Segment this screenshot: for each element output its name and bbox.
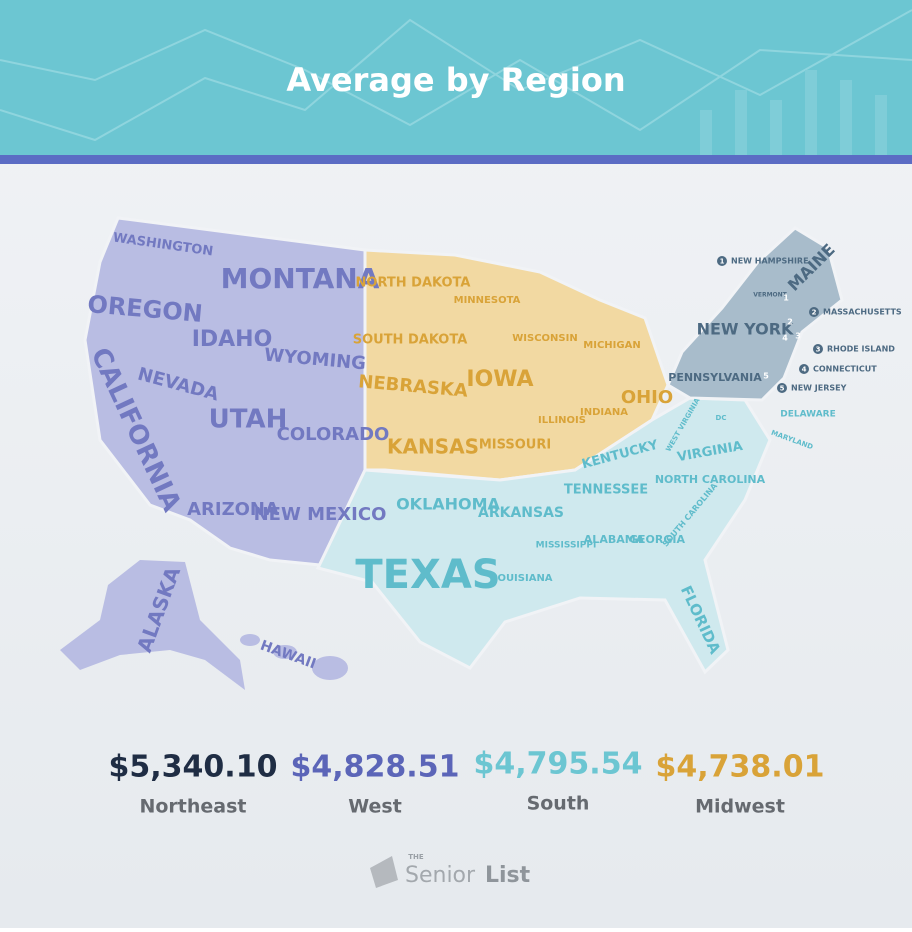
title: Average by Region <box>286 61 625 99</box>
state-label: LOUISIANA <box>491 573 552 584</box>
state-label: MISSISSIPPI <box>536 541 597 551</box>
state-label: NEW MEXICO <box>254 504 387 525</box>
legend-badge <box>813 344 823 354</box>
legend-badge <box>799 364 809 374</box>
legend-badge <box>717 256 727 266</box>
region-value: $4,738.01 <box>656 750 825 785</box>
state-label: KANSAS <box>387 435 479 459</box>
state-label: GEORGIA <box>629 533 685 546</box>
state-label: SOUTH DAKOTA <box>353 333 468 348</box>
state-label: ARKANSAS <box>478 505 564 521</box>
header-rule <box>0 155 912 164</box>
legend-name: MASSACHUSETTS <box>823 308 902 317</box>
state-label: IOWA <box>466 367 533 392</box>
state-label: MISSOURI <box>479 438 551 453</box>
state-label: VERMONT <box>753 292 787 299</box>
region-name: Midwest <box>695 796 785 818</box>
legend-number: 5 <box>780 385 785 393</box>
region-value: $5,340.10 <box>109 750 278 785</box>
state-label: MONTANA <box>221 262 380 295</box>
state-label: ARIZONA <box>187 499 279 520</box>
state-label: IDAHO <box>192 327 273 352</box>
region-name: Northeast <box>139 796 246 818</box>
legend-name: CONNECTICUT <box>813 365 877 374</box>
logo-small: THE <box>408 853 424 861</box>
alaska-shape <box>60 560 245 690</box>
state-label: TENNESSEE <box>564 483 648 498</box>
header-bars <box>700 70 887 156</box>
header-band <box>0 0 912 156</box>
legend-number: 1 <box>720 258 725 266</box>
state-label: PENNSYLVANIA <box>668 371 762 384</box>
map-number: 3 <box>795 332 801 341</box>
map <box>60 216 844 690</box>
south-region <box>315 396 772 675</box>
logo-first: Senior <box>405 863 476 888</box>
state-label: ILLINOIS <box>538 415 586 426</box>
state-label: NORTH DAKOTA <box>356 276 471 291</box>
logo-icon <box>370 856 398 888</box>
legend-number: 4 <box>802 366 807 374</box>
region-averages: $5,340.10 Northeast $4,828.51 West $4,795.54… <box>109 747 825 818</box>
state-label: DELAWARE <box>780 410 835 420</box>
legend-name: RHODE ISLAND <box>827 345 895 354</box>
logo: THE Senior List <box>370 853 531 888</box>
state-label: MINNESOTA <box>454 295 521 306</box>
state-label: NEW YORK <box>697 320 794 339</box>
header-decoration <box>0 9 912 142</box>
region-name: West <box>348 796 402 818</box>
hawaii-shape <box>240 634 348 680</box>
legend-number: 2 <box>812 309 817 317</box>
legend-badge <box>777 383 787 393</box>
state-label: MICHIGAN <box>583 340 640 351</box>
state-label: INDIANA <box>580 407 628 418</box>
state-label: OKLAHOMA <box>396 495 500 514</box>
logo-second: List <box>485 863 531 888</box>
region-name: South <box>527 793 590 815</box>
map-number: 5 <box>763 372 769 381</box>
region-value: $4,795.54 <box>474 747 643 782</box>
state-label: UTAH <box>209 405 288 435</box>
state-label: WISCONSIN <box>512 333 577 344</box>
state-label: TEXAS <box>355 552 500 598</box>
map-number: 4 <box>782 334 788 343</box>
region-value: $4,828.51 <box>291 750 460 785</box>
map-number: 2 <box>787 318 793 327</box>
legend-name: NEW HAMPSHIRE <box>731 257 809 266</box>
state-label: NORTH CAROLINA <box>655 473 766 486</box>
state-label: DC <box>716 414 727 422</box>
state-label: COLORADO <box>277 424 390 445</box>
state-label: OHIO <box>621 387 673 408</box>
legend-number: 3 <box>816 346 821 354</box>
map-number: 1 <box>783 294 789 303</box>
state-label: ALABAMA <box>584 533 645 546</box>
northeast-region <box>666 226 844 402</box>
legend-name: NEW JERSEY <box>791 384 847 393</box>
legend-badge <box>809 307 819 317</box>
